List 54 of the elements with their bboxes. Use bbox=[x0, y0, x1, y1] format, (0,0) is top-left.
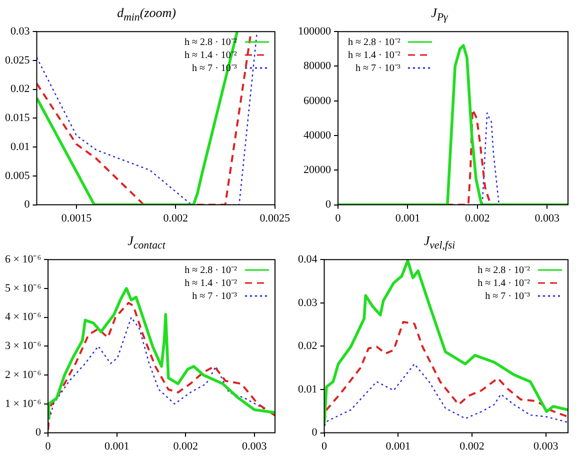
x-tick-label: 0.003 bbox=[242, 440, 268, 452]
y-tick-label: 0.015 bbox=[5, 112, 30, 124]
y-tick-label: 4 × 10⁻⁶ bbox=[4, 311, 42, 324]
chart-title: d$_{min}$(zoom) bbox=[116, 4, 177, 24]
x-tick-label: 0.0015 bbox=[61, 212, 92, 224]
y-tick-label: 0.01 bbox=[10, 140, 30, 153]
legend-label: h ≈ 7 · 10⁻³ bbox=[356, 62, 400, 75]
y-tick-label: 2 × 10⁻⁶ bbox=[4, 368, 42, 381]
y-tick-label: 0 bbox=[24, 198, 30, 211]
y-tick-label: 1 × 10⁻⁶ bbox=[4, 398, 42, 410]
line-series bbox=[48, 302, 275, 431]
y-tick-label: 0.005 bbox=[5, 170, 30, 182]
y-tick-label: 0.01 bbox=[298, 383, 318, 396]
x-tick-label: 0 bbox=[45, 440, 52, 452]
y-tick-label: 0.02 bbox=[10, 83, 30, 96]
y-tick-label: 0.025 bbox=[5, 54, 30, 66]
legend-label: h ≈ 7 · 10⁻³ bbox=[192, 290, 237, 303]
x-tick-label: 0.002 bbox=[465, 212, 490, 224]
y-tick-label: 0 bbox=[312, 426, 318, 439]
legend-label: h ≈ 7 · 10⁻³ bbox=[485, 290, 530, 303]
y-tick-label: 5 × 10⁻⁶ bbox=[4, 282, 42, 294]
x-tick-label: 0.0025 bbox=[260, 212, 290, 224]
x-tick-label: 0.002 bbox=[173, 440, 198, 452]
y-tick-label: 0.04 bbox=[298, 253, 318, 266]
x-tick-label: 0.001 bbox=[386, 440, 410, 452]
y-tick-label: 3 × 10⁻⁶ bbox=[4, 340, 42, 352]
x-tick-label: 0 bbox=[335, 212, 342, 224]
y-tick-label: 40000 bbox=[304, 129, 332, 142]
y-tick-label: 0 bbox=[326, 198, 332, 211]
y-tick-label: 0.02 bbox=[298, 340, 318, 352]
chart-title: J$_{contact}$ bbox=[126, 232, 166, 252]
y-tick-label: 100000 bbox=[298, 25, 332, 38]
x-tick-label: 0.002 bbox=[460, 440, 484, 452]
legend-label: h ≈ 2.8 · 10⁻² bbox=[348, 36, 400, 49]
y-tick-label: 6 × 10⁻⁶ bbox=[4, 253, 42, 266]
legend-label: h ≈ 1.4 · 10⁻² bbox=[478, 276, 530, 290]
line-series bbox=[324, 363, 568, 426]
y-tick-label: 0 bbox=[36, 426, 42, 439]
legend-label: h ≈ 1.4 · 10⁻² bbox=[348, 48, 400, 62]
x-tick-label: 0.001 bbox=[104, 440, 130, 452]
chart-title: J$_{Pγ}$ bbox=[430, 4, 449, 24]
y-tick-label: 80000 bbox=[304, 60, 332, 72]
x-tick-label: 0.002 bbox=[163, 212, 188, 224]
y-tick-label: 20000 bbox=[304, 164, 332, 176]
y-tick-label: 60000 bbox=[304, 94, 332, 107]
legend-label: h ≈ 2.8 · 10⁻² bbox=[184, 264, 237, 277]
x-tick-label: 0.001 bbox=[395, 212, 420, 224]
chart-title: J$_{vel,fsi}$ bbox=[422, 232, 456, 252]
y-tick-label: 0.03 bbox=[10, 25, 30, 38]
legend-label: h ≈ 2.8 · 10⁻² bbox=[478, 264, 530, 277]
y-tick-label: 0.03 bbox=[298, 296, 318, 309]
x-tick-label: 0.003 bbox=[533, 440, 559, 452]
x-tick-label: 0.003 bbox=[534, 212, 560, 224]
legend-label: h ≈ 1.4 · 10⁻² bbox=[184, 276, 237, 290]
